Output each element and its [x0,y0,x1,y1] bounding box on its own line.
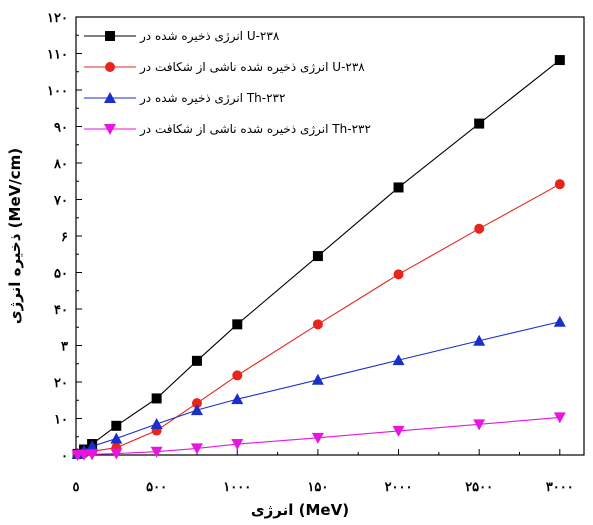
x-axis: ٥ ۵۰۰ ۱۰۰۰ ۱۵۰ ۲۰۰۰ ۲۵۰۰ ۳۰۰۰ [73,449,574,495]
x-tick-label: ۲۰۰۰ [385,480,413,495]
data-point [312,319,323,330]
x-tick-label: ۱۵۰ [307,480,328,495]
y-tick-label: ۴۰ [54,303,68,318]
legend-marker [105,31,115,41]
data-point [111,420,122,431]
data-point [473,419,486,431]
legend: انرژی ذخیره شده در U-۲۳۸ انرژی ذخیره شده … [84,29,371,137]
legend-marker [104,92,116,103]
series-3 [71,412,566,461]
data-point [151,393,162,404]
legend-item-1: انرژی ذخیره شده ناشی از شکافت در U-۲۳۸ [84,60,365,75]
x-tick-label: ۵۰۰ [146,480,167,495]
legend-item-0: انرژی ذخیره شده در U-۲۳۸ [84,29,280,44]
series-layer [71,55,566,461]
y-tick-label: ۵۰ [54,267,68,282]
data-point [150,417,163,429]
y-axis-title: ذخیره انرژی (MeV/cm) [6,148,24,324]
x-tick-label: ۱۰۰۰ [223,480,251,495]
series-line-1 [77,183,561,455]
data-point [86,449,99,461]
y-tick-label: ۲۰ [54,376,68,391]
y-axis: ۰ ۱۰ ۲۰ ۳ ۴۰ ۵۰ ۶ ۷۰ ۸۰ ۹۰ ۱۰۰ ۱۱۰ ۱۲۰ [47,11,82,464]
y-tick-label: ۷۰ [53,194,68,209]
y-tick-label: ۱۰ [54,413,68,428]
data-point [78,449,91,461]
data-point [554,179,565,190]
data-point [554,55,565,66]
data-point [110,432,123,444]
legend-marker [104,124,116,135]
legend-label: انرژی ذخیره شده در U-۲۳۸ [139,29,280,44]
series-1 [72,179,565,460]
data-point [311,373,324,385]
y-tick-label: ۳ [61,340,68,355]
x-tick-label: ۳۰۰۰ [546,480,574,495]
data-point [232,370,243,381]
data-point [190,404,203,416]
data-point [312,251,323,262]
data-point [311,432,324,444]
legend-label: انرژی ذخیره شده ناشی از شکافت در Th-۲۳۲ [139,122,371,137]
data-point [553,315,566,327]
data-point [191,355,202,366]
legend-label: انرژی ذخیره شده ناشی از شکافت در U-۲۳۸ [139,60,365,75]
data-point [231,439,244,451]
data-point [473,334,486,346]
y-tick-label: ۱۰۰ [47,84,68,99]
legend-item-3: انرژی ذخیره شده ناشی از شکافت در Th-۲۳۲ [84,122,371,137]
data-point [474,118,485,129]
plot-frame [75,16,585,456]
legend-marker [105,62,115,72]
data-point [392,425,405,437]
data-point [553,412,566,424]
x-axis-title: انرژی (MeV) [251,501,349,519]
y-tick-label: ۹۰ [54,121,68,136]
data-point [393,182,404,193]
data-point [231,393,244,405]
x-tick-label: ۲۵۰۰ [465,480,493,495]
legend-item-2: انرژی ذخیره شده در Th-۲۳۲ [84,91,285,106]
y-tick-label: ۶ [61,230,68,245]
y-tick-label: ۱۲۰ [47,11,68,26]
x-tick-label: ٥ [73,480,80,495]
series-0 [72,55,565,459]
data-point [110,448,123,460]
data-point [393,269,404,280]
data-point [232,319,243,330]
y-tick-label: ۸۰ [53,157,68,172]
data-point [86,440,99,452]
data-point [150,446,163,458]
y-tick-label: ۱۱۰ [47,48,68,63]
legend-label: انرژی ذخیره شده در Th-۲۳۲ [139,91,285,106]
data-point [474,223,485,234]
data-point [392,354,405,366]
data-point [191,398,202,409]
data-point [190,443,203,455]
y-tick-label: ۰ [61,449,68,464]
